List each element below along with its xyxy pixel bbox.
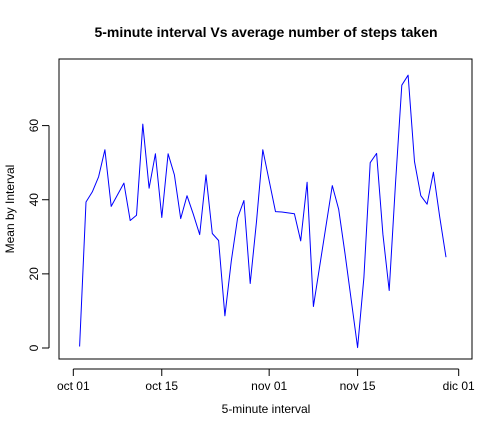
plot-frame (58, 58, 473, 360)
x-tick-label: oct 01 (57, 379, 90, 393)
series-layer (79, 74, 447, 349)
x-tick-label: nov 15 (340, 379, 376, 393)
x-tick-label: dic 01 (443, 379, 475, 393)
y-tick-label: 40 (27, 193, 41, 207)
y-axis-label: Mean by Interval (3, 165, 17, 254)
series-line (79, 74, 447, 349)
x-axis: oct 01 oct 15 nov 01 nov 15 dic 01 (57, 368, 475, 393)
y-tick-label: 0 (27, 344, 41, 351)
y-tick-label: 20 (27, 267, 41, 281)
x-axis-label: 5-minute interval (222, 402, 311, 416)
x-tick-label: oct 15 (145, 379, 178, 393)
y-axis: 0 20 40 60 (27, 119, 50, 351)
y-tick-label: 60 (27, 119, 41, 133)
x-tick-label: nov 01 (251, 379, 287, 393)
chart-title: 5-minute interval Vs average number of s… (94, 24, 437, 40)
